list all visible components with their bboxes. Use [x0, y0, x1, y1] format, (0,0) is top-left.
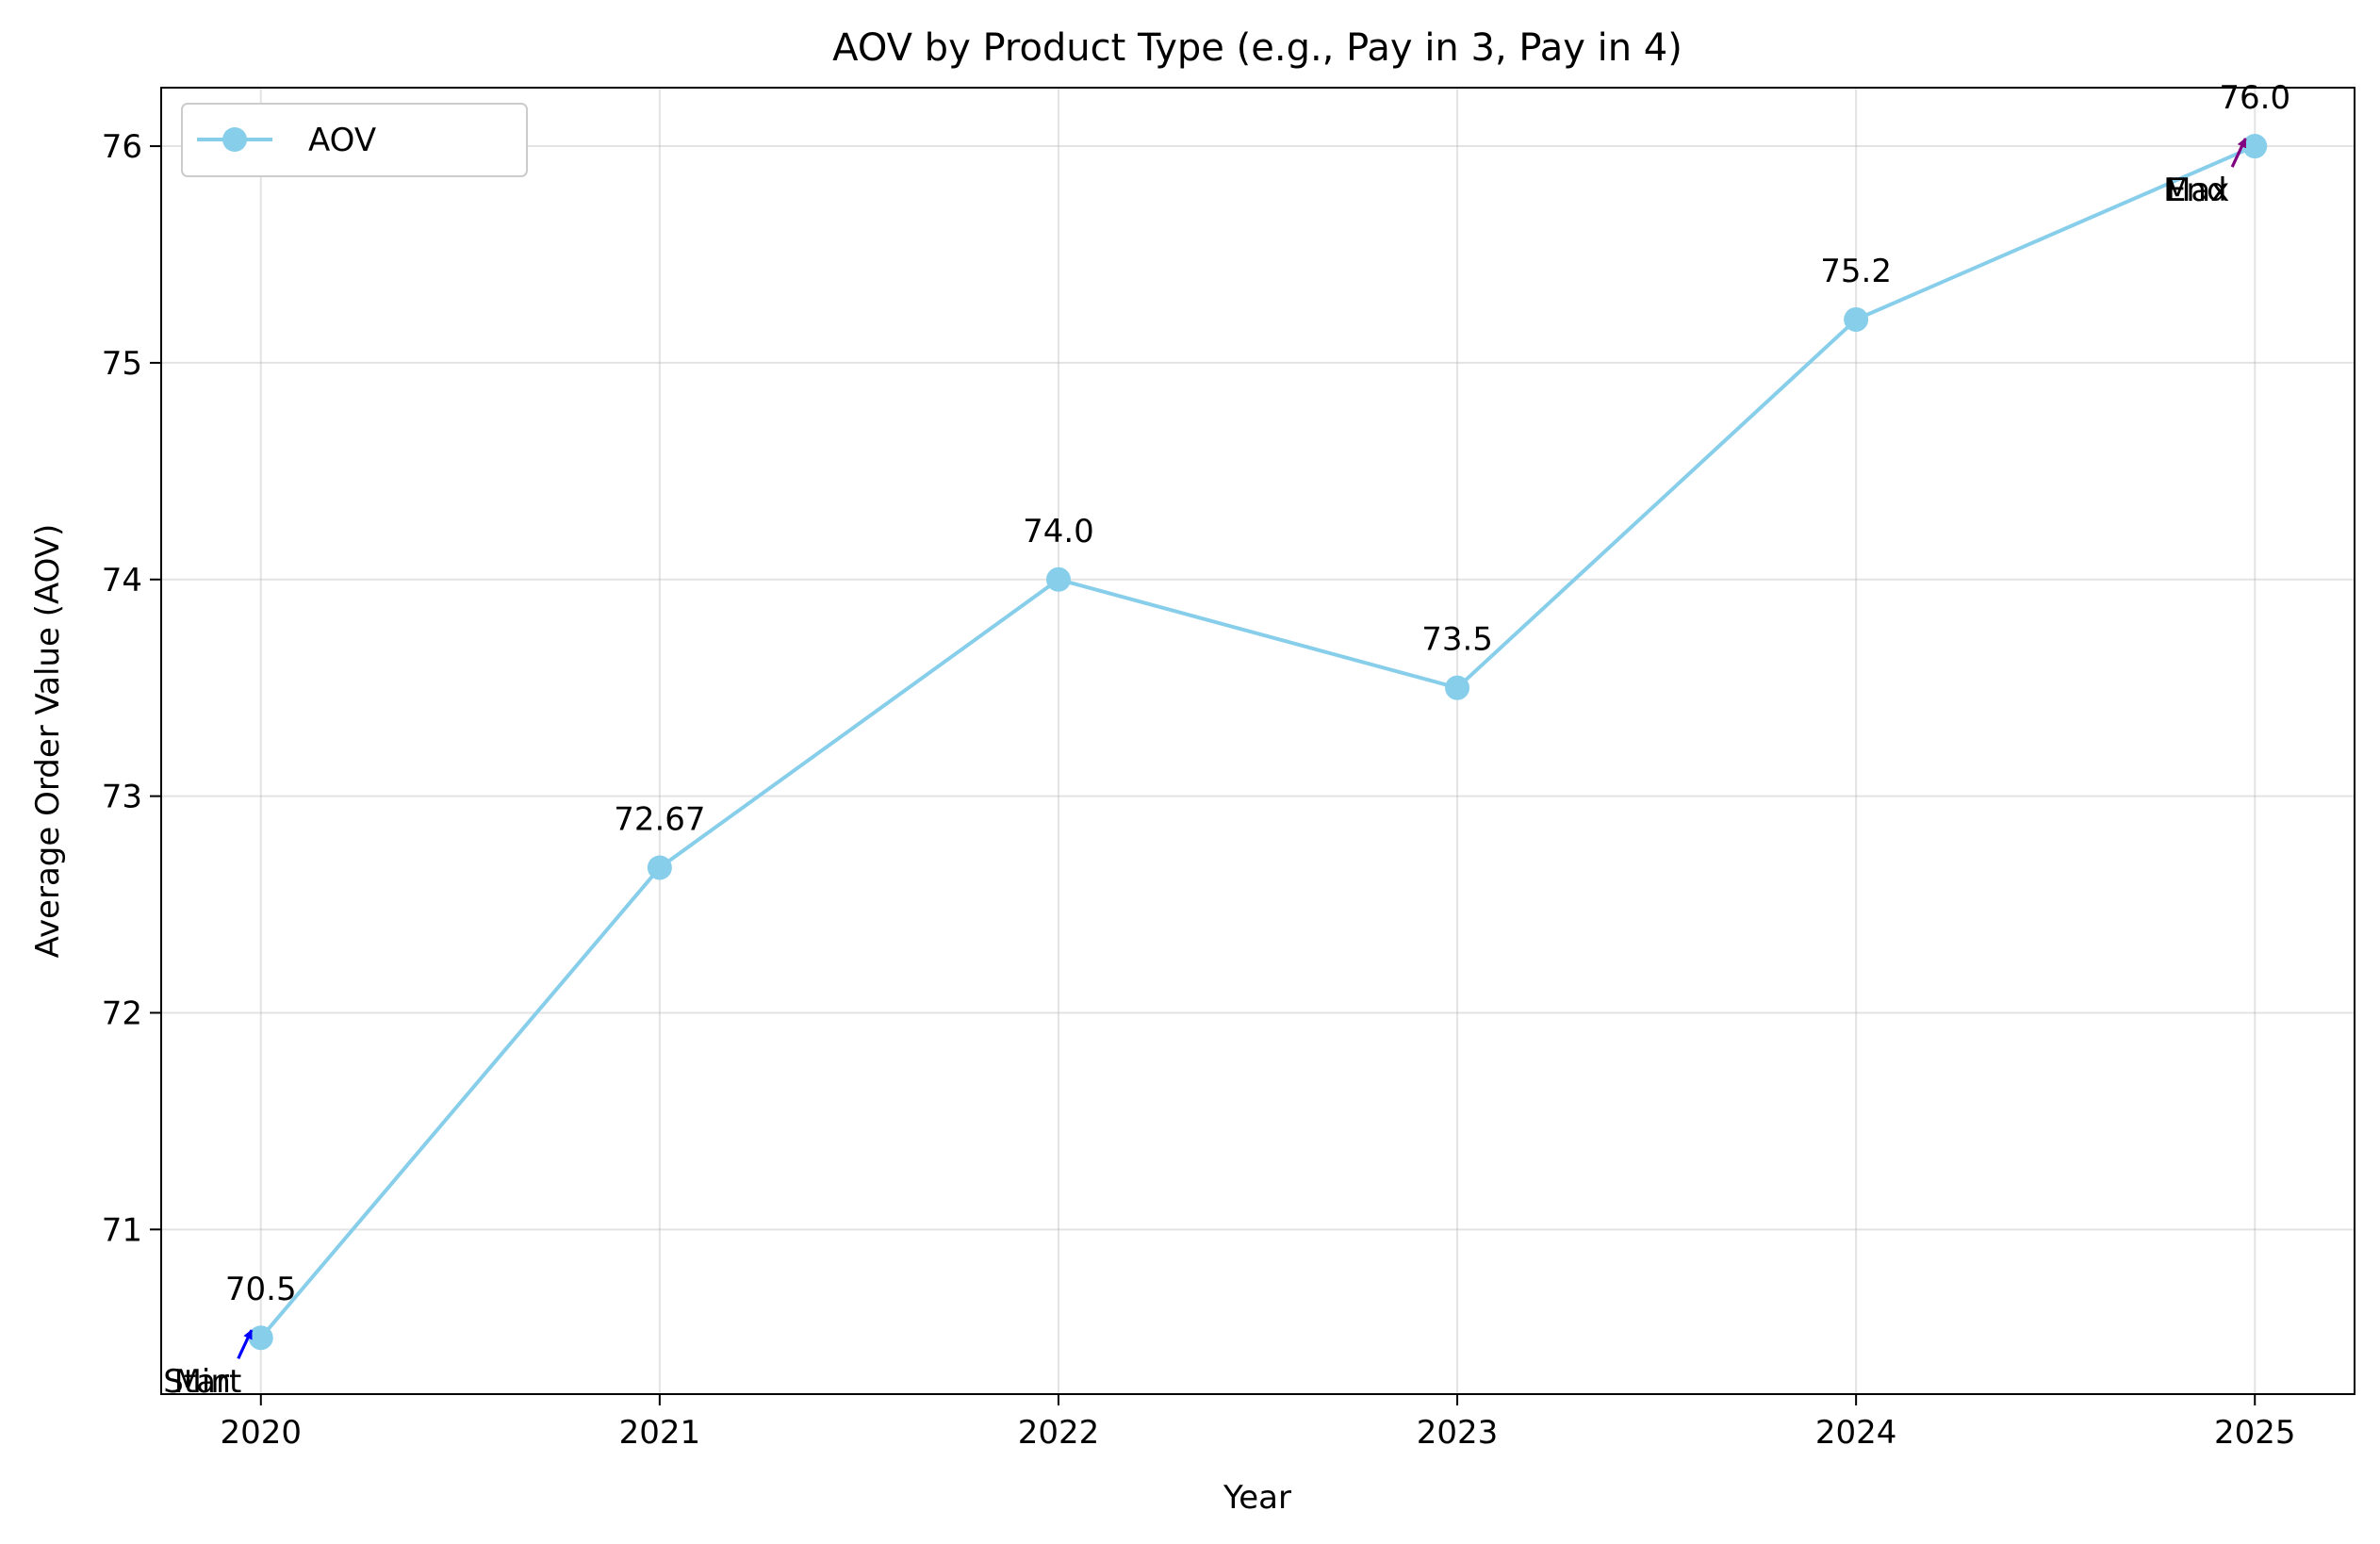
data-label: 73.5 — [1421, 621, 1493, 659]
y-tick-label: 72 — [102, 994, 142, 1032]
data-point — [1445, 675, 1470, 700]
x-axis: 2020 2021 2022 2023 2024 2025 — [221, 1394, 2296, 1452]
y-tick-label: 75 — [102, 345, 142, 383]
y-axis-label: Average Order Value (AOV) — [29, 524, 67, 959]
data-labels: 70.5 72.67 74.0 73.5 75.2 76.0 — [225, 79, 2290, 1308]
data-label: 74.0 — [1023, 513, 1094, 550]
annotation-label: End — [2166, 172, 2227, 209]
y-tick-label: 71 — [102, 1211, 142, 1249]
data-point — [1045, 567, 1071, 592]
x-tick-label: 2023 — [1417, 1414, 1499, 1452]
annotation-arrow — [2230, 138, 2247, 168]
y-tick-label: 76 — [102, 128, 142, 166]
data-label: 72.67 — [614, 800, 705, 838]
series-line — [259, 144, 2257, 1339]
x-tick-label: 2024 — [1815, 1414, 1897, 1452]
y-axis: 71 72 73 74 75 76 — [102, 128, 161, 1249]
chart-title: AOV by Product Type (e.g., Pay in 3, Pay… — [832, 26, 1682, 70]
annotation-label: Min — [174, 1363, 231, 1401]
data-point — [2242, 134, 2268, 159]
x-tick-label: 2021 — [619, 1414, 701, 1452]
data-point — [1844, 306, 1869, 332]
x-tick-label: 2025 — [2214, 1414, 2296, 1452]
x-tick-label: 2022 — [1018, 1414, 1100, 1452]
data-label: 76.0 — [2219, 79, 2290, 117]
data-label: 70.5 — [225, 1271, 297, 1308]
x-axis-label: Year — [1223, 1479, 1291, 1517]
legend-box — [181, 103, 528, 177]
legend-label: AOV — [308, 122, 376, 159]
y-tick-label: 74 — [102, 562, 142, 600]
legend: AOV — [181, 103, 528, 177]
plot-frame — [160, 87, 2355, 1395]
annotation-label: Max — [2163, 172, 2229, 209]
plot-background — [161, 88, 2355, 1394]
data-point — [248, 1325, 273, 1351]
y-tick-label: 73 — [102, 779, 142, 816]
annotation-arrow — [237, 1329, 254, 1359]
data-label: 75.2 — [1820, 253, 1892, 290]
x-tick-label: 2020 — [221, 1414, 303, 1452]
series-layer — [248, 134, 2268, 1351]
legend-marker — [222, 127, 247, 152]
data-point — [647, 855, 672, 880]
